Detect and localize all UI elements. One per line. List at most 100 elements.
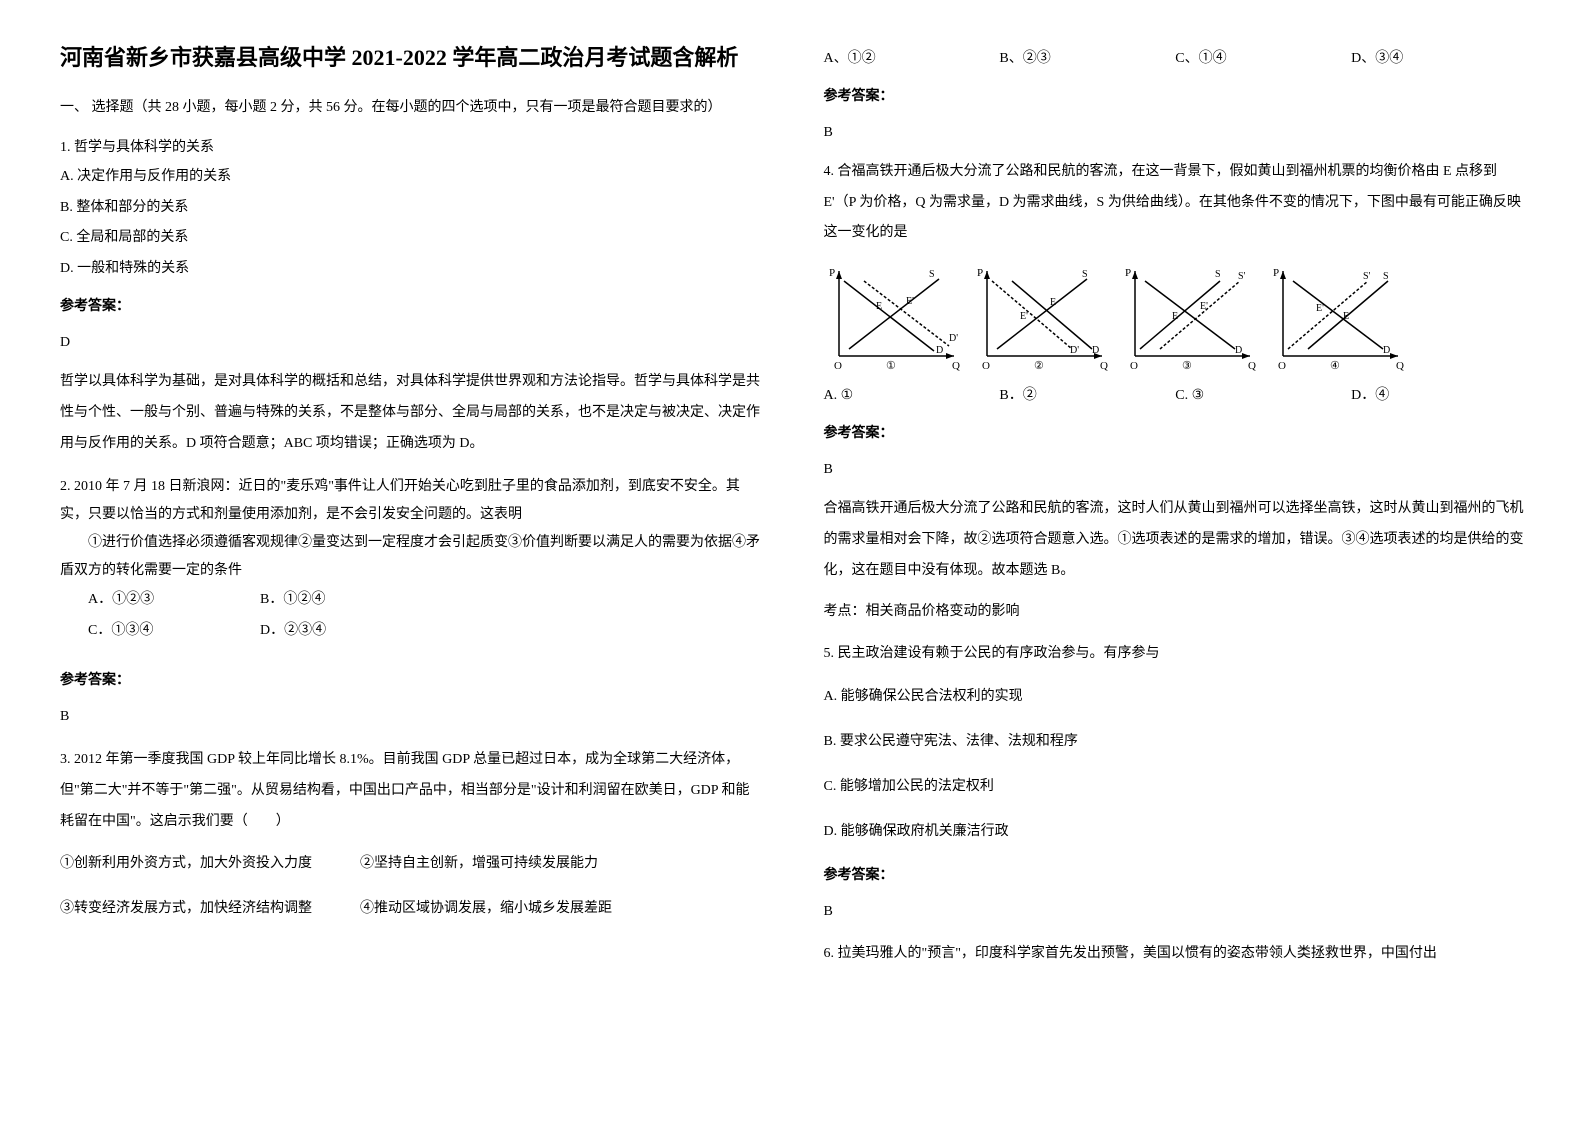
left-column: 河南省新乡市获嘉县高级中学 2021-2022 学年高二政治月考试题含解析 一、… (60, 40, 764, 982)
q4-charts: P Q O S E E' D D' ① (824, 261, 1528, 371)
section-one-header: 一、 选择题（共 28 小题，每小题 2 分，共 56 分。在每小题的四个选项中… (60, 95, 764, 122)
question-5: 5. 民主政治建设有赖于公民的有序政治参与。有序参与 A. 能够确保公民合法权利… (824, 640, 1528, 925)
question-6: 6. 拉美玛雅人的"预言"，印度科学家首先发出预警，美国以惯有的姿态带领人类拯救… (824, 940, 1528, 968)
svg-text:D: D (1092, 345, 1099, 356)
svg-text:②: ② (1034, 360, 1044, 371)
q4-options-row: A. ① B．② C. ③ D．④ (824, 381, 1528, 412)
svg-text:D': D' (1070, 345, 1079, 356)
q1-option-a: A. 决定作用与反作用的关系 (60, 162, 764, 193)
q4-chart-3: P Q O S S' E E' D ③ (1120, 261, 1260, 371)
q4-chart-1: P Q O S E E' D D' ① (824, 261, 964, 371)
svg-text:S: S (1215, 269, 1221, 280)
q2-option-d: D．②③④ (260, 616, 460, 647)
svg-text:③: ③ (1182, 360, 1192, 371)
svg-text:P: P (977, 267, 983, 279)
svg-text:P: P (1273, 267, 1279, 279)
q3-option-d: D、③④ (1351, 44, 1527, 75)
q4-option-d: D．④ (1351, 381, 1527, 412)
svg-text:O: O (1130, 360, 1138, 371)
svg-text:E: E (1343, 311, 1349, 322)
q6-stem: 6. 拉美玛雅人的"预言"，印度科学家首先发出预警，美国以惯有的姿态带领人类拯救… (824, 940, 1528, 968)
q1-explanation: 哲学以具体科学为基础，是对具体科学的概括和总结，对具体科学提供世界观和方法论指导… (60, 367, 764, 459)
svg-text:E': E' (906, 296, 914, 307)
svg-text:D: D (1235, 345, 1242, 356)
q4-answer: B (824, 456, 1528, 484)
svg-text:D: D (936, 345, 943, 356)
q3-answer: B (824, 119, 1528, 147)
q4-option-c: C. ③ (1175, 381, 1351, 412)
svg-text:Q: Q (1100, 360, 1108, 371)
question-2: 2. 2010 年 7 月 18 日新浪网：近日的"麦乐鸡"事件让人们开始关心吃… (60, 473, 764, 731)
q3-statement-2: ②坚持自主创新，增强可持续发展能力 (360, 849, 660, 880)
q3-option-b: B、②③ (999, 44, 1175, 75)
q1-answer: D (60, 329, 764, 357)
question-1: 1. 哲学与具体科学的关系 A. 决定作用与反作用的关系 B. 整体和部分的关系… (60, 134, 764, 460)
q1-answer-label: 参考答案： (60, 293, 764, 321)
q2-answer-label: 参考答案： (60, 667, 764, 695)
svg-text:E': E' (1316, 303, 1324, 314)
svg-text:E: E (1172, 311, 1178, 322)
q2-answer: B (60, 703, 764, 731)
svg-text:O: O (982, 360, 990, 371)
svg-text:①: ① (886, 360, 896, 371)
svg-text:O: O (834, 360, 842, 371)
svg-text:D': D' (949, 333, 958, 344)
q4-option-b: B．② (999, 381, 1175, 412)
svg-text:E': E' (1020, 311, 1028, 322)
svg-text:Q: Q (1248, 360, 1256, 371)
svg-text:S: S (1383, 271, 1389, 282)
q3-options-row: A、①② B、②③ C、①④ D、③④ (824, 44, 1528, 75)
q3-answer-label: 参考答案： (824, 83, 1528, 111)
svg-text:Q: Q (952, 360, 960, 371)
q4-option-a: A. ① (824, 381, 1000, 412)
svg-text:S: S (929, 269, 935, 280)
q1-option-c: C. 全局和局部的关系 (60, 223, 764, 254)
svg-text:Q: Q (1396, 360, 1404, 371)
q3-statements-row-2: ③转变经济发展方式，加快经济结构调整 ④推动区域协调发展，缩小城乡发展差距 (60, 894, 764, 925)
q3-stem: 3. 2012 年第一季度我国 GDP 较上年同比增长 8.1%。目前我国 GD… (60, 745, 764, 837)
q4-chart-2: P Q O S E E' D D' ② (972, 261, 1112, 371)
svg-text:S': S' (1238, 271, 1246, 282)
q4-chart-4: P Q O S S' E E' D ④ (1268, 261, 1408, 371)
q3-statement-4: ④推动区域协调发展，缩小城乡发展差距 (360, 894, 660, 925)
q1-stem: 1. 哲学与具体科学的关系 (60, 134, 764, 162)
q2-stem-2: ①进行价值选择必须遵循客观规律②量变达到一定程度才会引起质变③价值判断要以满足人… (60, 529, 764, 585)
svg-text:P: P (829, 267, 835, 279)
q1-option-d: D. 一般和特殊的关系 (60, 254, 764, 285)
q5-stem: 5. 民主政治建设有赖于公民的有序政治参与。有序参与 (824, 640, 1528, 668)
exam-page: 河南省新乡市获嘉县高级中学 2021-2022 学年高二政治月考试题含解析 一、… (60, 40, 1527, 982)
q5-answer-label: 参考答案： (824, 862, 1528, 890)
q3-option-a: A、①② (824, 44, 1000, 75)
svg-text:D: D (1383, 345, 1390, 356)
svg-text:E: E (1050, 297, 1056, 308)
q2-options-row-1: A．①②③ B．①②④ (60, 585, 764, 616)
svg-text:E: E (876, 301, 882, 312)
q4-note: 考点：相关商品价格变动的影响 (824, 598, 1528, 626)
q1-option-b: B. 整体和部分的关系 (60, 193, 764, 224)
question-4: 4. 合福高铁开通后极大分流了公路和民航的客流，在这一背景下，假如黄山到福州机票… (824, 157, 1528, 627)
q5-option-d: D. 能够确保政府机关廉洁行政 (824, 817, 1528, 848)
q2-option-b: B．①②④ (260, 585, 460, 616)
q3-statement-3: ③转变经济发展方式，加快经济结构调整 (60, 894, 360, 925)
q4-stem: 4. 合福高铁开通后极大分流了公路和民航的客流，在这一背景下，假如黄山到福州机票… (824, 157, 1528, 249)
svg-text:P: P (1125, 267, 1131, 279)
q3-statement-1: ①创新利用外资方式，加大外资投入力度 (60, 849, 360, 880)
q2-stem-1: 2. 2010 年 7 月 18 日新浪网：近日的"麦乐鸡"事件让人们开始关心吃… (60, 473, 764, 529)
q3-statements-row-1: ①创新利用外资方式，加大外资投入力度 ②坚持自主创新，增强可持续发展能力 (60, 849, 764, 880)
svg-text:S: S (1082, 269, 1088, 280)
q2-options-row-2: C．①③④ D．②③④ (60, 616, 764, 647)
q4-answer-label: 参考答案： (824, 420, 1528, 448)
q4-explanation: 合福高铁开通后极大分流了公路和民航的客流，这时人们从黄山到福州可以选择坐高铁，这… (824, 494, 1528, 586)
right-column: A、①② B、②③ C、①④ D、③④ 参考答案： B 4. 合福高铁开通后极大… (824, 40, 1528, 982)
exam-title: 河南省新乡市获嘉县高级中学 2021-2022 学年高二政治月考试题含解析 (60, 40, 764, 75)
svg-text:④: ④ (1330, 360, 1340, 371)
q5-option-c: C. 能够增加公民的法定权利 (824, 772, 1528, 803)
q3-option-c: C、①④ (1175, 44, 1351, 75)
svg-text:E': E' (1200, 301, 1208, 312)
q5-option-b: B. 要求公民遵守宪法、法律、法规和程序 (824, 727, 1528, 758)
q5-answer: B (824, 898, 1528, 926)
q5-option-a: A. 能够确保公民合法权利的实现 (824, 682, 1528, 713)
q2-option-c: C．①③④ (60, 616, 260, 647)
svg-text:O: O (1278, 360, 1286, 371)
question-3: 3. 2012 年第一季度我国 GDP 较上年同比增长 8.1%。目前我国 GD… (60, 745, 764, 925)
